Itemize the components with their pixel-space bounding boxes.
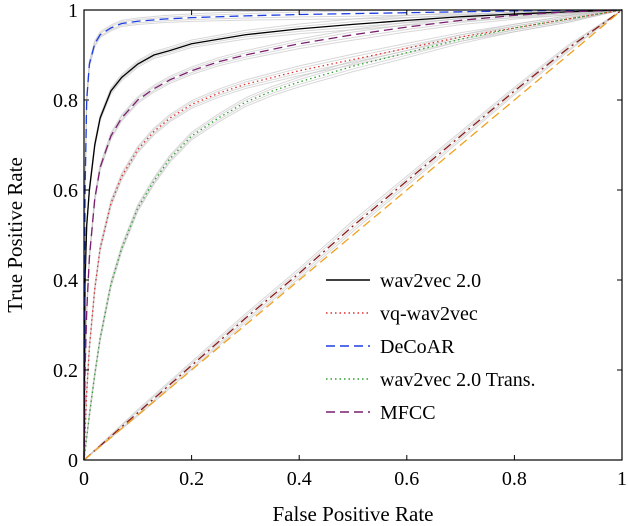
legend-label: wav2vec 2.0 Trans. — [380, 369, 536, 391]
variance-band-line — [83, 9, 623, 461]
variance-band-line — [83, 9, 623, 461]
series-line-mfcc — [83, 9, 623, 461]
series-line-decoar — [83, 9, 623, 461]
y-tick-label: 0 — [68, 450, 78, 472]
axis-ticks — [83, 9, 623, 461]
legend: wav2vec 2.0 vq-wav2vec DeCoAR wav2vec 2.0 T… — [318, 266, 610, 435]
y-tick-label: 0.6 — [53, 180, 78, 202]
variance-band-line — [83, 9, 623, 461]
x-tick-label: 0.6 — [394, 468, 419, 490]
legend-label: wav2vec 2.0 — [380, 270, 481, 292]
x-axis-label: False Positive Rate — [273, 502, 434, 526]
x-tick-label: 0.4 — [287, 468, 312, 490]
legend-label: MFCC — [380, 402, 436, 424]
x-tick-label: 0.8 — [502, 468, 527, 490]
y-tick-label: 0.4 — [53, 270, 78, 292]
series-line-wav2vec-2-0-trans — [83, 9, 623, 461]
x-tick-labels: 0 0.2 0.4 0.6 0.8 1 — [79, 468, 627, 490]
series-line-vq-wav2vec — [83, 9, 623, 461]
y-axis-label: True Positive Rate — [3, 157, 27, 313]
variance-band-line — [83, 9, 623, 461]
y-tick-label: 0.8 — [53, 90, 78, 112]
series-layer — [83, 9, 623, 461]
series-line-wav2vec-2-0 — [83, 9, 623, 461]
y-tick-label: 0.2 — [53, 360, 78, 382]
legend-label: DeCoAR — [380, 336, 455, 358]
x-tick-label: 0 — [79, 468, 89, 490]
legend-box — [318, 266, 610, 435]
plot-frame — [83, 9, 623, 461]
variance-band-line — [83, 9, 623, 461]
y-tick-label: 1 — [68, 0, 78, 22]
legend-label: vq-wav2vec — [380, 303, 478, 325]
x-tick-label: 0.2 — [179, 468, 204, 490]
series-line-random — [83, 9, 623, 461]
x-tick-label: 1 — [617, 468, 627, 490]
y-tick-labels: 0 0.2 0.4 0.6 0.8 1 — [53, 0, 78, 472]
series-line-diagonal — [83, 9, 623, 461]
